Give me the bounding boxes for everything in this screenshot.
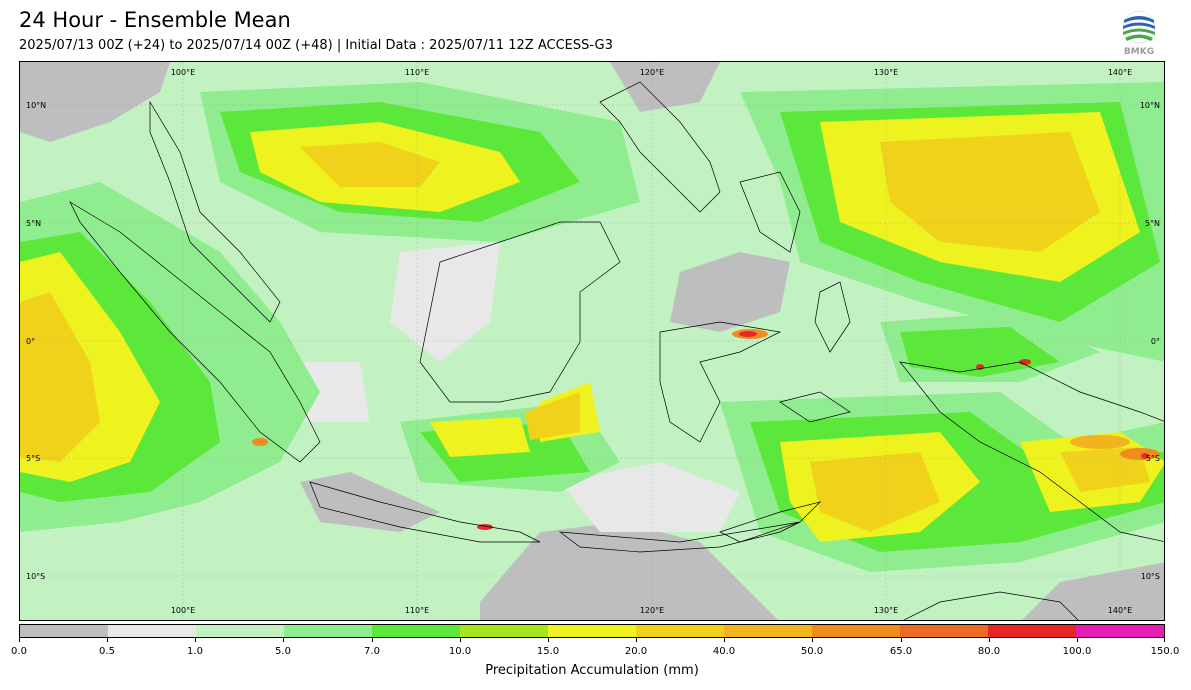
lat-label-left: 10°N <box>26 101 46 110</box>
lat-label-right: 5°S <box>1146 454 1160 463</box>
colorbar-tick-label: 50.0 <box>800 646 824 657</box>
lon-label-bottom: 110°E <box>405 606 429 615</box>
lat-label-right: 0° <box>1151 337 1160 346</box>
colorbar-tick-label: 7.0 <box>364 646 380 657</box>
lon-label-top: 130°E <box>874 68 898 77</box>
colorbar-tick-label: 150.0 <box>1150 646 1180 657</box>
colorbar-segment <box>900 625 988 637</box>
colorbar-segment <box>108 625 196 637</box>
colorbar-tick-label: 0.0 <box>11 646 27 657</box>
colorbar-tick <box>195 638 196 642</box>
lat-label-left: 0° <box>26 337 35 346</box>
precipitation-map: 100°E 110°E 120°E 130°E 140°E 100°E 110°… <box>19 61 1165 621</box>
lat-label-right: 10°S <box>1141 572 1160 581</box>
colorbar-tick <box>107 638 108 642</box>
colorbar-tick-label: 80.0 <box>977 646 1001 657</box>
colorbar-segment <box>636 625 724 637</box>
colorbar-segment <box>988 625 1076 637</box>
colorbar-tick <box>636 638 637 642</box>
colorbar-tick-label: 20.0 <box>624 646 648 657</box>
colorbar-tick <box>460 638 461 642</box>
lon-label-top: 120°E <box>640 68 664 77</box>
colorbar-tick <box>901 638 902 642</box>
colorbar-tick-label: 1.0 <box>187 646 203 657</box>
lat-label-left: 10°S <box>26 572 45 581</box>
lon-label-bottom: 140°E <box>1108 606 1132 615</box>
colorbar-segment <box>20 625 108 637</box>
colorbar-segment <box>548 625 636 637</box>
lon-label-top: 100°E <box>171 68 195 77</box>
colorbar-tick <box>1077 638 1078 642</box>
colorbar-segment <box>196 625 284 637</box>
colorbar-tick-label: 100.0 <box>1062 646 1092 657</box>
colorbar-tick <box>372 638 373 642</box>
colorbar-tick <box>1164 638 1165 642</box>
colorbar-ticks: 0.0 0.5 1.0 5.0 7.0 10.0 15.0 20.0 40.0 50.0 65.0 8… <box>11 638 1179 658</box>
colorbar-tick <box>812 638 813 642</box>
lon-label-top: 140°E <box>1108 68 1132 77</box>
colorbar-tick <box>724 638 725 642</box>
lat-label-right: 5°N <box>1145 219 1160 228</box>
colorbar-tick <box>548 638 549 642</box>
colorbar-tick-label: 10.0 <box>448 646 472 657</box>
colorbar-tick-label: 40.0 <box>712 646 736 657</box>
lat-label-left: 5°N <box>26 219 41 228</box>
colorbar-tick-label: 15.0 <box>536 646 560 657</box>
colorbar-segment <box>812 625 900 637</box>
colorbar-tick-label: 0.5 <box>99 646 115 657</box>
colorbar-segment <box>460 625 548 637</box>
colorbar-tick <box>19 638 20 642</box>
colorbar-segment <box>372 625 460 637</box>
colorbar-tick-label: 65.0 <box>889 646 913 657</box>
colorbar <box>19 624 1165 638</box>
svg-text:BMKG: BMKG <box>1124 47 1154 56</box>
colorbar-segment <box>284 625 372 637</box>
lon-label-top: 110°E <box>405 68 429 77</box>
lon-label-bottom: 100°E <box>171 606 195 615</box>
colorbar-title: Precipitation Accumulation (mm) <box>485 663 699 678</box>
lon-label-bottom: 130°E <box>874 606 898 615</box>
colorbar-segment <box>724 625 812 637</box>
bmkg-logo: BMKG <box>1122 10 1156 56</box>
colorbar-tick-label: 5.0 <box>275 646 291 657</box>
chart-title: 24 Hour - Ensemble Mean <box>19 8 291 32</box>
lat-label-left: 5°S <box>26 454 40 463</box>
lat-label-right: 10°N <box>1140 101 1160 110</box>
colorbar-segment <box>1076 625 1164 637</box>
chart-subtitle: 2025/07/13 00Z (+24) to 2025/07/14 00Z (… <box>19 38 613 53</box>
lon-label-bottom: 120°E <box>640 606 664 615</box>
colorbar-tick <box>283 638 284 642</box>
colorbar-tick <box>989 638 990 642</box>
